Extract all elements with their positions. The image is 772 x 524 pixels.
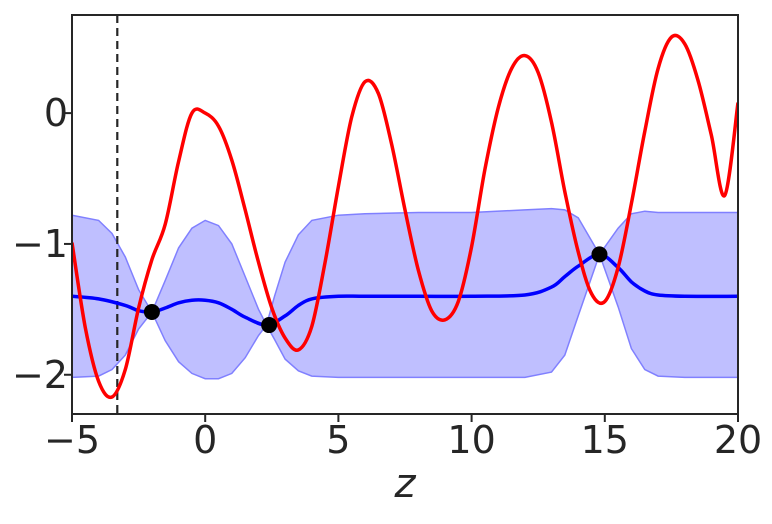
observation-point: [143, 303, 160, 320]
x-tick-label: 10: [447, 418, 495, 462]
x-tick-label: 5: [326, 418, 350, 462]
x-tick-label: 15: [581, 418, 629, 462]
x-tick-label: 20: [714, 418, 762, 462]
observation-point: [261, 317, 278, 334]
x-axis: −5 0 5 10 15 20: [44, 414, 762, 462]
x-axis-label: z: [394, 461, 417, 507]
y-axis: 0 −1 −2: [12, 91, 72, 397]
confidence-band: [72, 207, 738, 380]
observation-point: [591, 246, 608, 263]
x-tick-label: 0: [193, 418, 217, 462]
y-tick-label: −1: [12, 222, 68, 266]
x-tick-label: −5: [44, 418, 100, 462]
y-tick-label: −2: [12, 353, 68, 397]
objective-line: [72, 33, 738, 400]
plot-area: [72, 15, 738, 414]
y-tick-label: 0: [44, 91, 68, 135]
axes-frame: [71, 14, 739, 415]
